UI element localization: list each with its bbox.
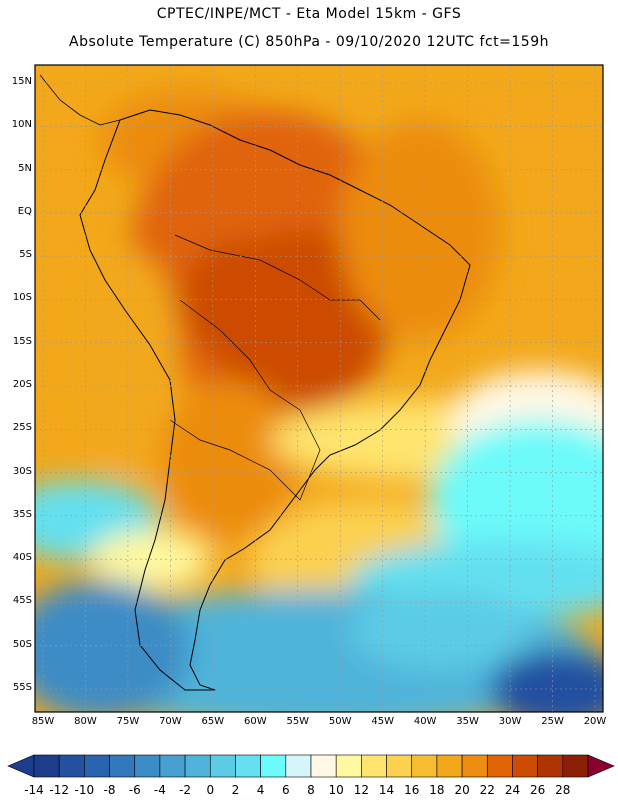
- colorbar-swatch: [461, 754, 488, 778]
- temperature-field: [35, 65, 603, 712]
- lon-label: 50W: [328, 716, 352, 727]
- lon-label: 70W: [159, 716, 182, 727]
- colorbar-swatch: [58, 754, 85, 778]
- colorbar-swatch: [134, 754, 161, 778]
- colorbar-swatch: [159, 754, 186, 778]
- lat-label: 10S: [12, 292, 32, 304]
- colorbar-label: -6: [128, 783, 141, 797]
- lon-label: 60W: [243, 716, 267, 727]
- colorbar-label: 0: [206, 783, 215, 797]
- lat-label: 5N: [18, 162, 32, 174]
- lon-label: 35W: [456, 716, 479, 727]
- colorbar-label: 18: [429, 783, 445, 797]
- continent-outline: [79, 109, 471, 691]
- colorbar-swatch: [335, 754, 362, 778]
- lat-label: 5S: [19, 249, 32, 261]
- map-title: CPTEC/INPE/MCT - Eta Model 15km - GFS: [156, 6, 462, 22]
- lat-label: 15S: [12, 335, 32, 347]
- colorbar-low-arrow: [7, 754, 35, 778]
- colorbar-label: -8: [103, 783, 116, 797]
- colorbar-label: -2: [179, 783, 192, 797]
- lon-label: 85W: [31, 716, 55, 727]
- colorbar-label: 24: [504, 783, 521, 797]
- colorbar-label: 2: [231, 783, 240, 797]
- map-subtitle: Absolute Temperature (C) 850hPa - 09/10/…: [69, 34, 549, 50]
- colorbar-swatch: [84, 754, 110, 778]
- colorbar-swatch: [260, 754, 287, 778]
- lon-label: 65W: [201, 716, 225, 727]
- colorbar-label: 26: [529, 783, 546, 797]
- lat-label: 50S: [12, 638, 32, 650]
- colorbar-label: 4: [256, 783, 265, 797]
- colorbar-label: 16: [404, 783, 420, 797]
- lat-label: 10N: [11, 119, 32, 131]
- lat-label: 20S: [12, 379, 32, 390]
- colorbar-swatch: [209, 754, 236, 778]
- lat-label: EQ: [17, 205, 32, 217]
- lon-label: 40W: [413, 716, 437, 727]
- lon-label: 25W: [541, 716, 564, 727]
- lat-label: 45S: [12, 595, 32, 607]
- lon-label: 45W: [371, 716, 394, 727]
- colorbar-swatch: [562, 754, 589, 778]
- colorbar-swatch: [386, 754, 413, 778]
- colorbar-label: 22: [479, 783, 495, 797]
- colorbar-swatch: [512, 754, 538, 778]
- lon-label: 20W: [583, 716, 607, 727]
- lon-label: 75W: [116, 716, 140, 727]
- lat-label: 40S: [12, 552, 32, 564]
- colorbar-swatch: [411, 754, 438, 778]
- lat-label: 15N: [11, 76, 32, 87]
- colorbar-label: 14: [378, 783, 395, 797]
- lon-label: 80W: [74, 716, 97, 727]
- colorbar-label: -12: [49, 783, 69, 797]
- colorbar-label: 10: [328, 783, 344, 797]
- map-frame: [34, 64, 604, 713]
- colorbar-label: 8: [307, 783, 315, 797]
- lat-label: 25S: [12, 422, 32, 434]
- colorbar: [7, 754, 615, 778]
- colorbar-swatch: [109, 754, 136, 778]
- colorbar-swatch: [33, 754, 60, 778]
- colorbar-swatch: [285, 754, 312, 778]
- lat-label: 30S: [12, 465, 32, 477]
- colorbar-label: 28: [555, 783, 571, 797]
- lat-label: 35S: [12, 508, 32, 520]
- colorbar-swatch: [310, 754, 337, 778]
- lon-label: 30W: [498, 716, 522, 727]
- colorbar-high-arrow: [587, 754, 615, 778]
- colorbar-label: -14: [24, 783, 44, 797]
- colorbar-label: -4: [153, 783, 166, 797]
- colorbar-swatch: [436, 754, 463, 778]
- lon-label: 55W: [286, 716, 310, 727]
- colorbar-swatch: [537, 754, 564, 778]
- colorbar-swatch: [184, 754, 211, 778]
- colorbar-swatch: [361, 754, 387, 778]
- colorbar-swatch: [235, 754, 261, 778]
- colorbar-label: -10: [74, 783, 95, 797]
- colorbar-label: 20: [454, 783, 470, 797]
- lat-label: 55S: [12, 682, 32, 693]
- colorbar-label: 6: [281, 783, 290, 797]
- colorbar-label: 12: [353, 783, 369, 797]
- colorbar-swatch: [486, 754, 513, 778]
